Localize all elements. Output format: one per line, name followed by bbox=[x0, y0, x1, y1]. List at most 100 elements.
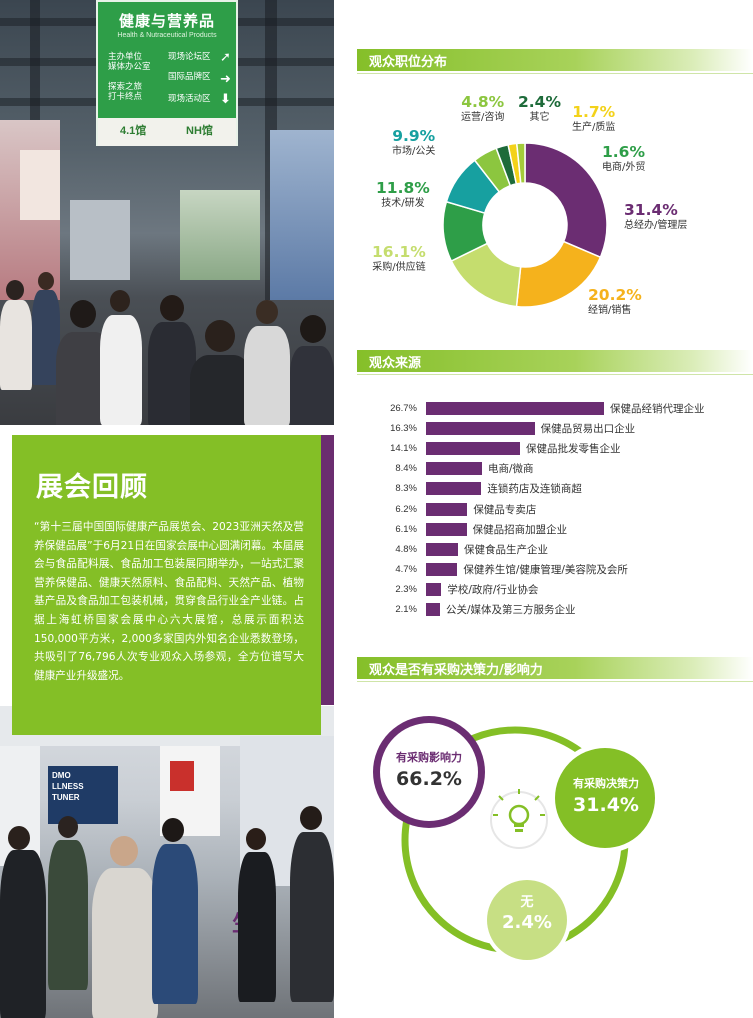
intro-panel: 展会回顾 “第十三届中国国际健康产品展览会、2023亚洲天然及营养保健品展”于6… bbox=[12, 435, 321, 735]
sign-item-forum: 现场论坛区 bbox=[168, 52, 211, 62]
section-header-position: 观众职位分布 bbox=[357, 49, 753, 71]
sign-title: 健康与营养品 bbox=[118, 12, 215, 30]
arrow-down-icon: ⬇ bbox=[220, 92, 231, 107]
section-title-position: 观众职位分布 bbox=[369, 55, 448, 70]
bar bbox=[426, 603, 440, 616]
bar bbox=[426, 562, 458, 576]
divider bbox=[357, 374, 753, 375]
bar bbox=[426, 422, 535, 436]
donut-value: 4.8% bbox=[461, 93, 505, 111]
donut-category: 运营/咨询 bbox=[461, 112, 505, 123]
bubble-influence bbox=[380, 723, 478, 821]
section-header-source: 观众来源 bbox=[357, 350, 753, 372]
donut-value: 20.2% bbox=[588, 286, 642, 304]
sign-hall-b: NH馆 bbox=[186, 125, 213, 137]
arrow-right-icon: ➜ bbox=[220, 72, 231, 87]
bar-row: 26.7% 保健品经销代理企业 bbox=[350, 402, 750, 416]
bar-category-label: 保健品批发零售企业 bbox=[526, 443, 621, 456]
bar-category-label: 保健品专卖店 bbox=[473, 503, 537, 516]
bar-category-label: 保健食品生产企业 bbox=[464, 543, 548, 556]
bar-category-label: 保健品经销代理企业 bbox=[610, 403, 705, 415]
bar-category-label: 学校/政府/行业协会 bbox=[447, 583, 539, 596]
bubble-none-text: 无 2.4% bbox=[497, 891, 557, 933]
sign-item-activity: 现场活动区 bbox=[168, 94, 211, 104]
donut-value: 16.1% bbox=[372, 243, 426, 261]
bar-value-label: 4.8% bbox=[395, 543, 417, 555]
bar-value-label: 8.4% bbox=[395, 463, 417, 475]
donut-label-sales: 20.2% 经销/销售 bbox=[588, 287, 642, 317]
bar-category-label: 保健养生馆/健康管理/美容院及会所 bbox=[463, 563, 628, 576]
bar-value-label: 14.1% bbox=[390, 443, 417, 455]
bar-row: 6.2% 保健品专卖店 bbox=[350, 502, 750, 517]
hall-direction-sign: 健康与营养品 Health & Nutraceutical Products 主… bbox=[96, 0, 238, 146]
sign-subtitle: Health & Nutraceutical Products bbox=[117, 32, 217, 39]
donut-label-management: 31.4% 总经办/管理层 bbox=[624, 202, 687, 232]
bar-row: 4.8% 保健食品生产企业 bbox=[350, 542, 750, 557]
bubble-decision bbox=[555, 748, 655, 848]
bar-value-label: 6.1% bbox=[395, 523, 417, 535]
bar-value-label: 2.3% bbox=[395, 583, 417, 595]
bar-value-label: 4.7% bbox=[395, 563, 417, 575]
sign-item-international: 国际品牌区 bbox=[168, 72, 211, 82]
crowd bbox=[0, 786, 334, 1018]
bubble-decision-value: 31.4% bbox=[573, 794, 639, 816]
bubble-influence-label: 有采购影响力 bbox=[396, 751, 462, 764]
bar-value-label: 8.3% bbox=[395, 483, 417, 495]
lightbulb-icon bbox=[493, 789, 545, 832]
arrow-right-icon: ➚ bbox=[220, 50, 231, 65]
bar bbox=[426, 502, 468, 516]
bar-category-label: 保健品贸易出口企业 bbox=[540, 423, 636, 436]
bar-value-label: 16.3% bbox=[390, 423, 417, 435]
bubble-decision-text: 有采购决策力 31.4% bbox=[563, 775, 649, 816]
donut-value: 2.4% bbox=[518, 93, 561, 111]
bar-row: 6.1% 保健品招商加盟企业 bbox=[350, 522, 750, 537]
bubble-none-value: 2.4% bbox=[502, 912, 552, 933]
center-circle bbox=[490, 791, 548, 849]
bar-category-label: 连锁药店及连锁商超 bbox=[487, 483, 582, 496]
donut-label-marketing: 9.9% 市场/公关 bbox=[392, 128, 435, 158]
booth-sign-text: DMO LLNESS TUNER bbox=[52, 771, 84, 802]
donut-category: 其它 bbox=[529, 112, 550, 123]
donut-label-production: 1.7% 生产/质监 bbox=[572, 104, 615, 134]
bubble-none bbox=[487, 880, 567, 960]
bar bbox=[426, 442, 520, 456]
bar-category-label: 保健品招商加盟企业 bbox=[472, 523, 568, 536]
left-column: 健康与营养品 Health & Nutraceutical Products 主… bbox=[0, 0, 334, 1018]
bar-row: 2.1% 公关/媒体及第三方服务企业 bbox=[350, 603, 750, 617]
bar bbox=[426, 542, 458, 556]
section-header-decision: 观众是否有采购决策力/影响力 bbox=[357, 657, 753, 679]
sign-hall-a: 4.1馆 bbox=[120, 125, 147, 137]
donut-value: 1.7% bbox=[572, 103, 616, 121]
booth-visitors-photo: DMO LLNESS TUNER 生 bbox=[0, 706, 334, 1018]
intro-accent-bar bbox=[321, 435, 334, 705]
bar-value-label: 26.7% bbox=[390, 403, 417, 414]
donut-slice bbox=[515, 142, 526, 185]
intro-title: 展会回顾 bbox=[36, 472, 148, 503]
bubble-influence-value: 66.2% bbox=[396, 768, 462, 790]
donut-label-other: 2.4% 其它 bbox=[518, 94, 561, 124]
sign-item-office: 主办单位 媒体办公室 bbox=[108, 52, 151, 72]
donut-category: 技术/研发 bbox=[381, 198, 425, 209]
bar-category-label: 电商/微商 bbox=[488, 463, 534, 476]
bubble-influence-text: 有采购影响力 66.2% bbox=[389, 749, 469, 790]
donut-value: 1.6% bbox=[602, 143, 645, 161]
intro-body: “第十三届中国国际健康产品展览会、2023亚洲天然及营养保健品展”于6月21日在… bbox=[34, 521, 304, 682]
donut-label-operations: 4.8% 运营/咨询 bbox=[461, 94, 504, 124]
donut-category: 经销/销售 bbox=[588, 305, 632, 316]
donut-label-ecommerce: 1.6% 电商/外贸 bbox=[602, 144, 645, 174]
bar-row: 16.3% 保健品贸易出口企业 bbox=[350, 422, 750, 436]
section-title-decision: 观众是否有采购决策力/影响力 bbox=[369, 663, 543, 678]
donut-value: 9.9% bbox=[392, 127, 436, 145]
sign-hall-strip: 4.1馆 NH馆 bbox=[98, 118, 236, 146]
position-donut-chart bbox=[442, 142, 608, 308]
donut-category: 生产/质监 bbox=[572, 122, 616, 133]
bar-value-label: 2.1% bbox=[395, 604, 417, 615]
divider bbox=[357, 73, 753, 74]
bar-row: 8.3% 连锁药店及连锁商超 bbox=[350, 482, 750, 496]
booth-sign: DMO LLNESS TUNER bbox=[48, 766, 118, 824]
crowd bbox=[0, 260, 334, 425]
decision-diagram bbox=[373, 716, 660, 964]
donut-slice bbox=[524, 142, 608, 259]
bar-value-label: 6.2% bbox=[395, 503, 417, 515]
bar bbox=[426, 462, 482, 476]
